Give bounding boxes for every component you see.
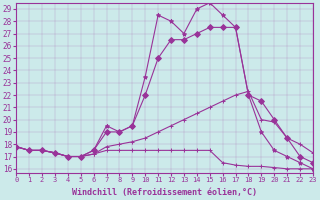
X-axis label: Windchill (Refroidissement éolien,°C): Windchill (Refroidissement éolien,°C) xyxy=(72,188,257,197)
